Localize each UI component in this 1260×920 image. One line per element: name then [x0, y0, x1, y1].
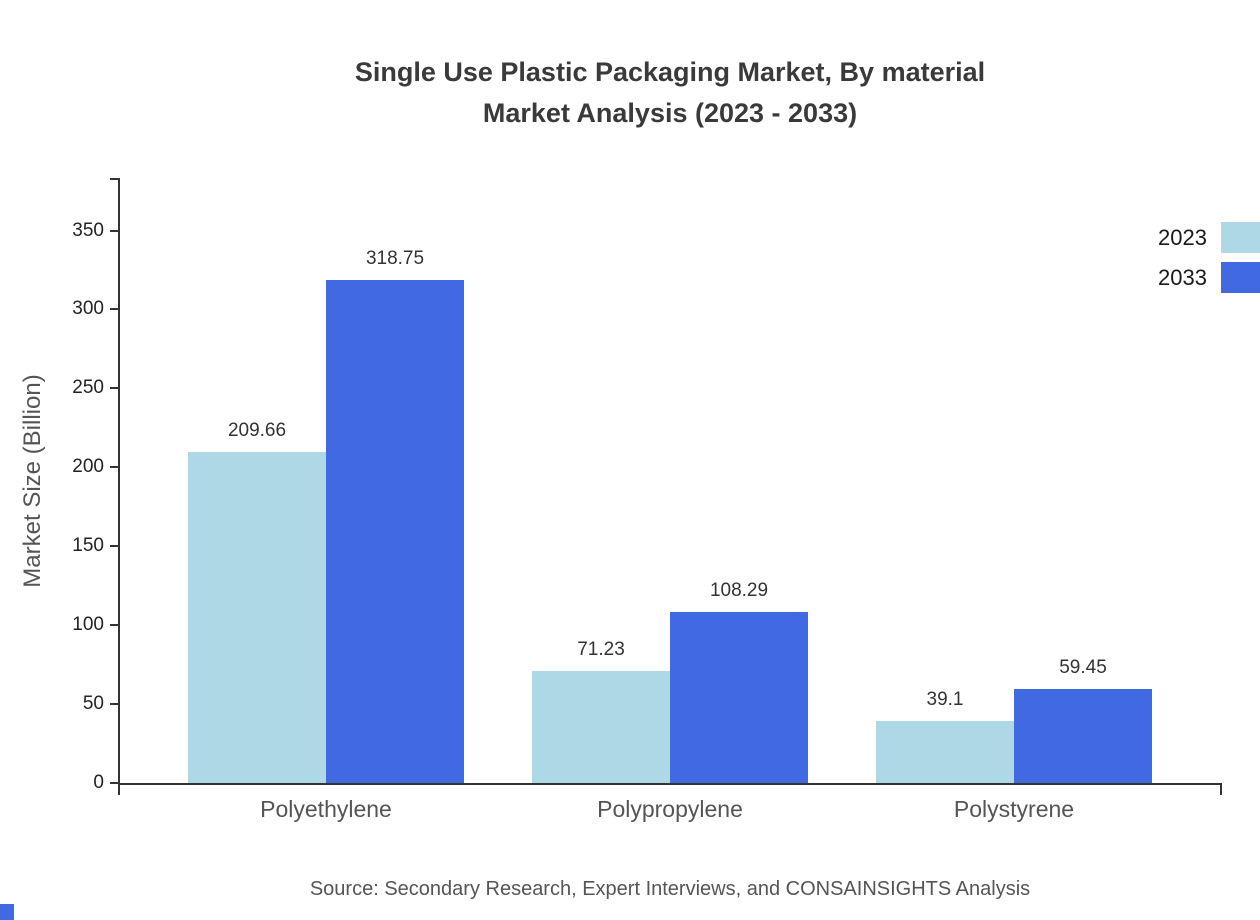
source-note: Source: Secondary Research, Expert Inter…	[309, 878, 1031, 900]
bar-2033-polystyrene	[1014, 689, 1152, 783]
y-tick-mark	[110, 624, 119, 627]
y-tick-label: 200	[72, 456, 104, 478]
y-tick-label: 350	[72, 219, 104, 241]
legend-swatch	[1221, 222, 1260, 253]
category-label: Polystyrene	[953, 796, 1075, 822]
x-axis-line	[118, 783, 1222, 785]
legend-item-2023: 2023	[1100, 222, 1260, 253]
category-label: Polypropylene	[597, 796, 743, 822]
legend: 2023 2033	[1100, 222, 1260, 293]
y-tick-label: 250	[72, 377, 104, 399]
y-axis-line	[118, 178, 120, 785]
y-tick-mark	[110, 545, 119, 548]
bar-value-label: 209.66	[227, 420, 287, 442]
bar-2033-polyethylene	[326, 279, 464, 783]
chart-title-line2: Market Analysis (2023 - 2033)	[482, 98, 858, 128]
y-tick-label: 150	[72, 535, 104, 557]
y-tick-mark	[110, 466, 119, 469]
chart-title-line1: Single Use Plastic Packaging Market, By …	[354, 57, 986, 87]
legend-swatch	[1221, 262, 1260, 293]
y-tick-label: 100	[72, 614, 104, 636]
bar-value-label: 318.75	[365, 247, 425, 269]
y-tick-mark	[110, 229, 119, 232]
bar-value-label: 39.1	[926, 689, 964, 711]
y-tick-mark	[110, 308, 119, 311]
corner-accent	[0, 904, 14, 920]
legend-item-2033: 2033	[1100, 262, 1260, 293]
y-tick-label: 50	[82, 693, 104, 715]
legend-label: 2033	[1158, 264, 1207, 290]
x-axis-right-tick	[1220, 785, 1222, 795]
y-tick-mark	[110, 387, 119, 390]
x-axis-left-tick	[118, 785, 120, 795]
y-tick-label: 0	[93, 772, 104, 793]
bar-2023-polypropylene	[532, 670, 670, 783]
y-axis-end-tick	[110, 178, 119, 180]
bar-2023-polystyrene	[876, 721, 1014, 783]
y-tick-mark	[110, 782, 119, 784]
bar-value-label: 108.29	[709, 580, 769, 602]
category-label: Polyethylene	[260, 796, 392, 822]
y-tick-label: 300	[72, 298, 104, 320]
bar-2023-polyethylene	[188, 452, 326, 783]
bar-value-label: 71.23	[577, 638, 625, 660]
bar-value-label: 59.45	[1059, 657, 1107, 679]
y-tick-mark	[110, 703, 119, 706]
legend-label: 2023	[1158, 224, 1207, 250]
bar-2033-polypropylene	[670, 612, 808, 783]
chart-title: Single Use Plastic Packaging Market, By …	[80, 52, 1260, 134]
